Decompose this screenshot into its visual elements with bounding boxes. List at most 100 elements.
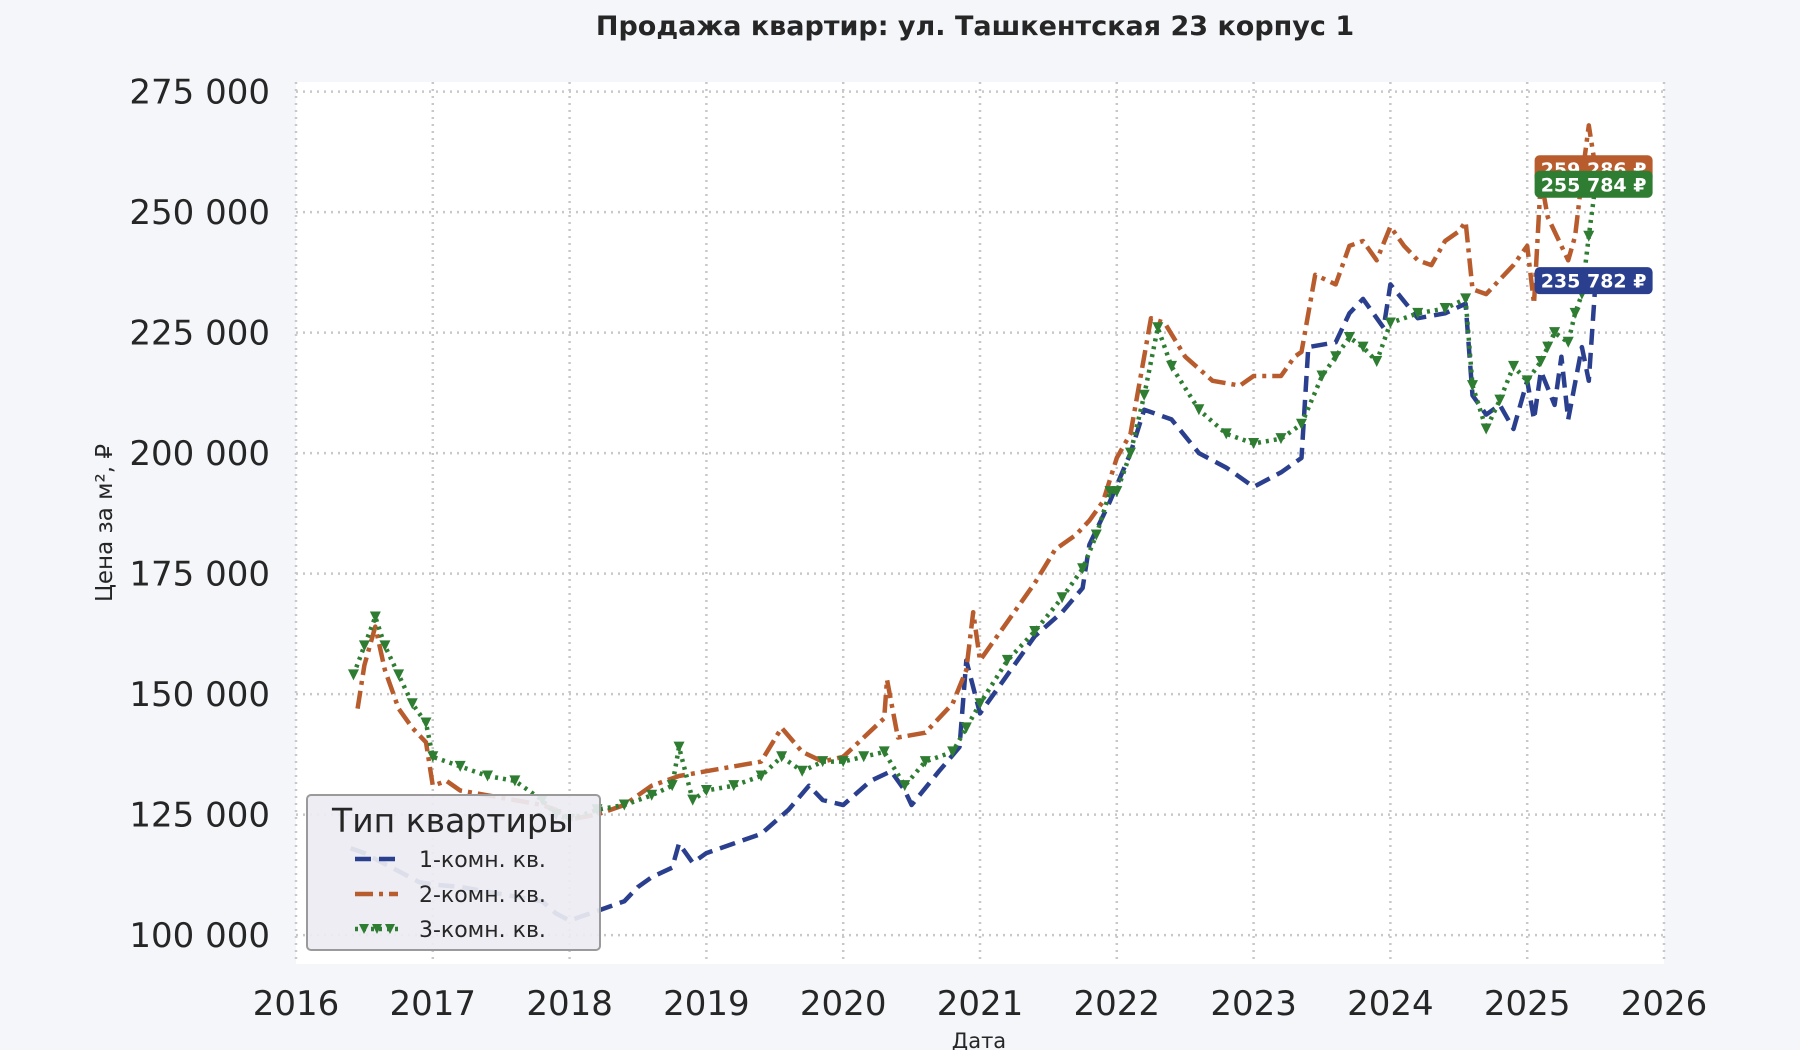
series-marker — [919, 756, 931, 768]
series-marker — [406, 698, 418, 710]
series-marker — [687, 794, 699, 806]
legend-box — [306, 794, 601, 951]
series-marker — [482, 770, 494, 782]
series-marker — [1193, 404, 1205, 416]
series-marker — [1357, 341, 1369, 353]
x-tick-label: 2025 — [1484, 984, 1571, 1024]
series-marker — [369, 611, 381, 623]
y-tick-label: 250 000 — [129, 193, 270, 233]
series-marker — [1460, 293, 1472, 305]
series-marker — [1521, 375, 1533, 387]
series-marker — [1535, 356, 1547, 368]
x-tick-label: 2026 — [1621, 984, 1708, 1024]
legend-items: 1-комн. кв. 2-комн. кв. 3-комн. кв. — [355, 848, 546, 943]
series-marker — [1056, 592, 1068, 604]
series-marker — [1275, 433, 1287, 445]
series-marker — [618, 799, 630, 811]
x-tick-label: 2020 — [800, 984, 887, 1024]
series-marker — [1152, 322, 1164, 334]
series-marker — [858, 751, 870, 763]
series-marker — [646, 789, 658, 801]
value-badge — [1534, 267, 1653, 295]
series-marker — [1466, 380, 1478, 392]
chart-title: Продажа квартир: ул. Ташкентская 23 корп… — [596, 11, 1354, 42]
x-axis-label: Дата — [952, 1029, 1006, 1050]
legend-marker — [372, 924, 382, 934]
series-marker — [1124, 447, 1136, 459]
series-marker — [1166, 360, 1178, 372]
series-marker — [1077, 563, 1089, 575]
series-marker — [509, 775, 521, 787]
series-marker — [1090, 529, 1102, 541]
series-marker — [1343, 331, 1355, 343]
y-tick-label: 125 000 — [129, 796, 270, 836]
series-marker — [700, 784, 712, 796]
series-marker — [755, 770, 767, 782]
series-marker — [1412, 307, 1424, 319]
y-tick-label: 225 000 — [129, 314, 270, 354]
value-badge-label: 235 782 ₽ — [1541, 271, 1647, 293]
series-marker — [728, 780, 740, 792]
series-marker — [358, 640, 370, 652]
series-marker — [1562, 336, 1574, 348]
series-marker — [1549, 327, 1561, 339]
series-marker — [673, 741, 685, 753]
value-badge — [1534, 170, 1653, 198]
series-marker — [974, 698, 986, 710]
series-marker — [1371, 356, 1383, 368]
y-axis-label: Цена за м², ₽ — [92, 444, 118, 602]
series-marker — [454, 760, 466, 772]
series-marker — [347, 669, 359, 681]
series-marker — [1295, 418, 1307, 430]
value-badge-label: 255 784 ₽ — [1541, 174, 1647, 196]
x-tick-label: 2022 — [1074, 984, 1161, 1024]
legend-label: 1-комн. кв. — [419, 848, 546, 873]
series-marker — [899, 780, 911, 792]
tick-layer: 100 000 125 000 150 000 175 000 200 000 225 0… — [129, 73, 1707, 1024]
x-tick-label: 2016 — [253, 984, 340, 1024]
series-marker — [817, 756, 829, 768]
legend-marker — [385, 924, 395, 934]
x-tick-label: 2018 — [526, 984, 613, 1024]
series-marker — [796, 765, 808, 777]
series-marker — [1111, 486, 1123, 498]
series-marker — [1494, 394, 1506, 406]
series-marker — [379, 640, 391, 652]
series-marker — [960, 722, 972, 734]
series-marker — [947, 746, 959, 758]
series-marker — [1569, 307, 1581, 319]
series-marker — [837, 756, 849, 768]
x-tick-label: 2024 — [1347, 984, 1434, 1024]
series-line — [349, 280, 1598, 923]
y-tick-label: 200 000 — [129, 434, 270, 474]
series-marker — [1330, 351, 1342, 363]
legend-label: 2-комн. кв. — [419, 883, 546, 908]
legend-label: 3-комн. кв. — [419, 918, 546, 943]
series-marker — [878, 746, 890, 758]
y-tick-label: 150 000 — [129, 675, 270, 715]
legend-marker — [359, 924, 369, 934]
y-tick-label: 175 000 — [129, 555, 270, 595]
legend-title: Тип квартиры — [331, 801, 574, 840]
series-marker — [1583, 230, 1595, 242]
series-line — [351, 184, 1598, 822]
legend: Тип квартиры 1-комн. кв. 2-комн. кв. 3-ком… — [306, 794, 601, 951]
x-tick-label: 2021 — [937, 984, 1024, 1024]
series-marker — [666, 780, 678, 792]
y-tick-label: 100 000 — [129, 916, 270, 956]
x-tick-label: 2017 — [390, 984, 477, 1024]
series-marker — [1439, 303, 1451, 315]
series-marker — [420, 717, 432, 729]
series-marker — [1029, 625, 1041, 637]
x-tick-label: 2023 — [1210, 984, 1297, 1024]
series-marker — [776, 751, 788, 763]
series-marker — [1316, 370, 1328, 382]
series-marker — [1220, 428, 1232, 440]
annotation-layer: 259 286 ₽255 784 ₽235 782 ₽ — [1534, 155, 1653, 295]
series-marker — [1001, 654, 1013, 666]
series-marker — [1248, 437, 1260, 449]
series-marker — [1384, 317, 1396, 329]
x-tick-label: 2019 — [663, 984, 750, 1024]
